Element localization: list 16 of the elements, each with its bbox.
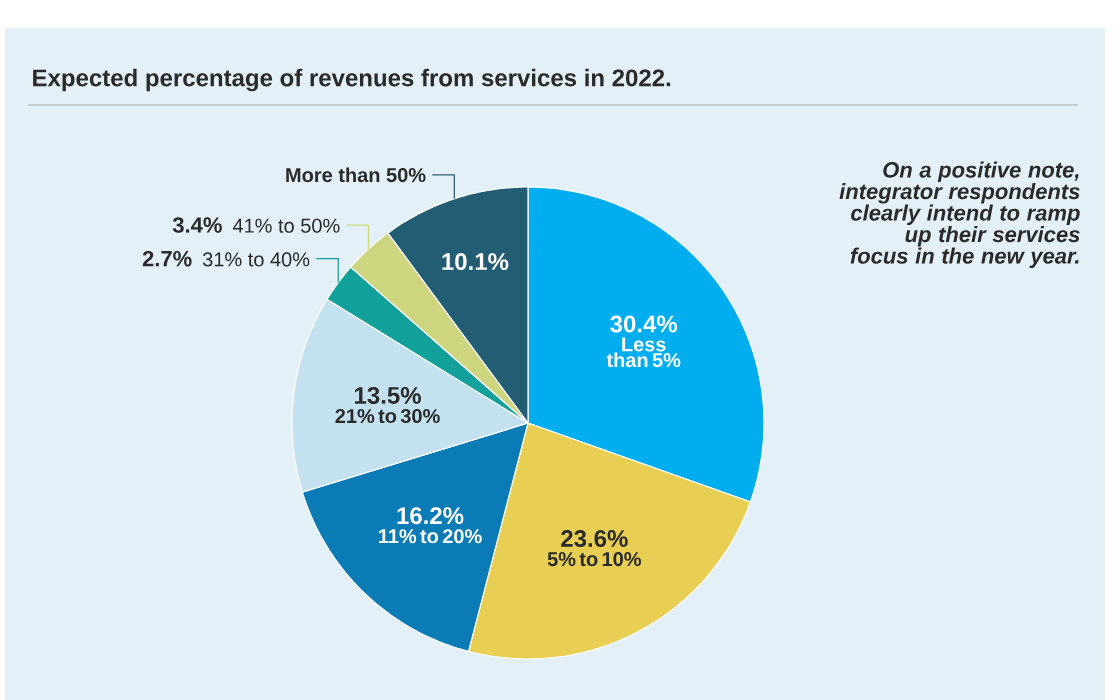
data-label: 23.6% <box>561 530 628 548</box>
data-label: 10.1% <box>442 253 509 271</box>
slice-label: More than 50% <box>286 167 426 183</box>
data-label: 30.4% <box>610 315 678 333</box>
data-label: 2.7% <box>142 250 192 267</box>
slice-label: 41% to 50% <box>232 218 340 233</box>
data-label: 13.5% <box>355 386 421 404</box>
slice-label: 21% to 30% <box>335 408 440 424</box>
chart-title: Expected percentage of revenues from services in 2022. <box>33 68 671 92</box>
data-label: 16.2% <box>397 507 464 525</box>
text: On a positive note, integrator respondents clearly intend to ramp up their services focus in the new year. <box>839 161 1080 269</box>
slice-label: Less than 5% <box>606 337 681 368</box>
data-label: 3.4% <box>172 217 222 233</box>
slice-label: 11% to 20% <box>379 529 482 544</box>
slice-label: 31% to 40% <box>202 252 310 267</box>
slice-label: 5% to 10% <box>547 552 642 567</box>
